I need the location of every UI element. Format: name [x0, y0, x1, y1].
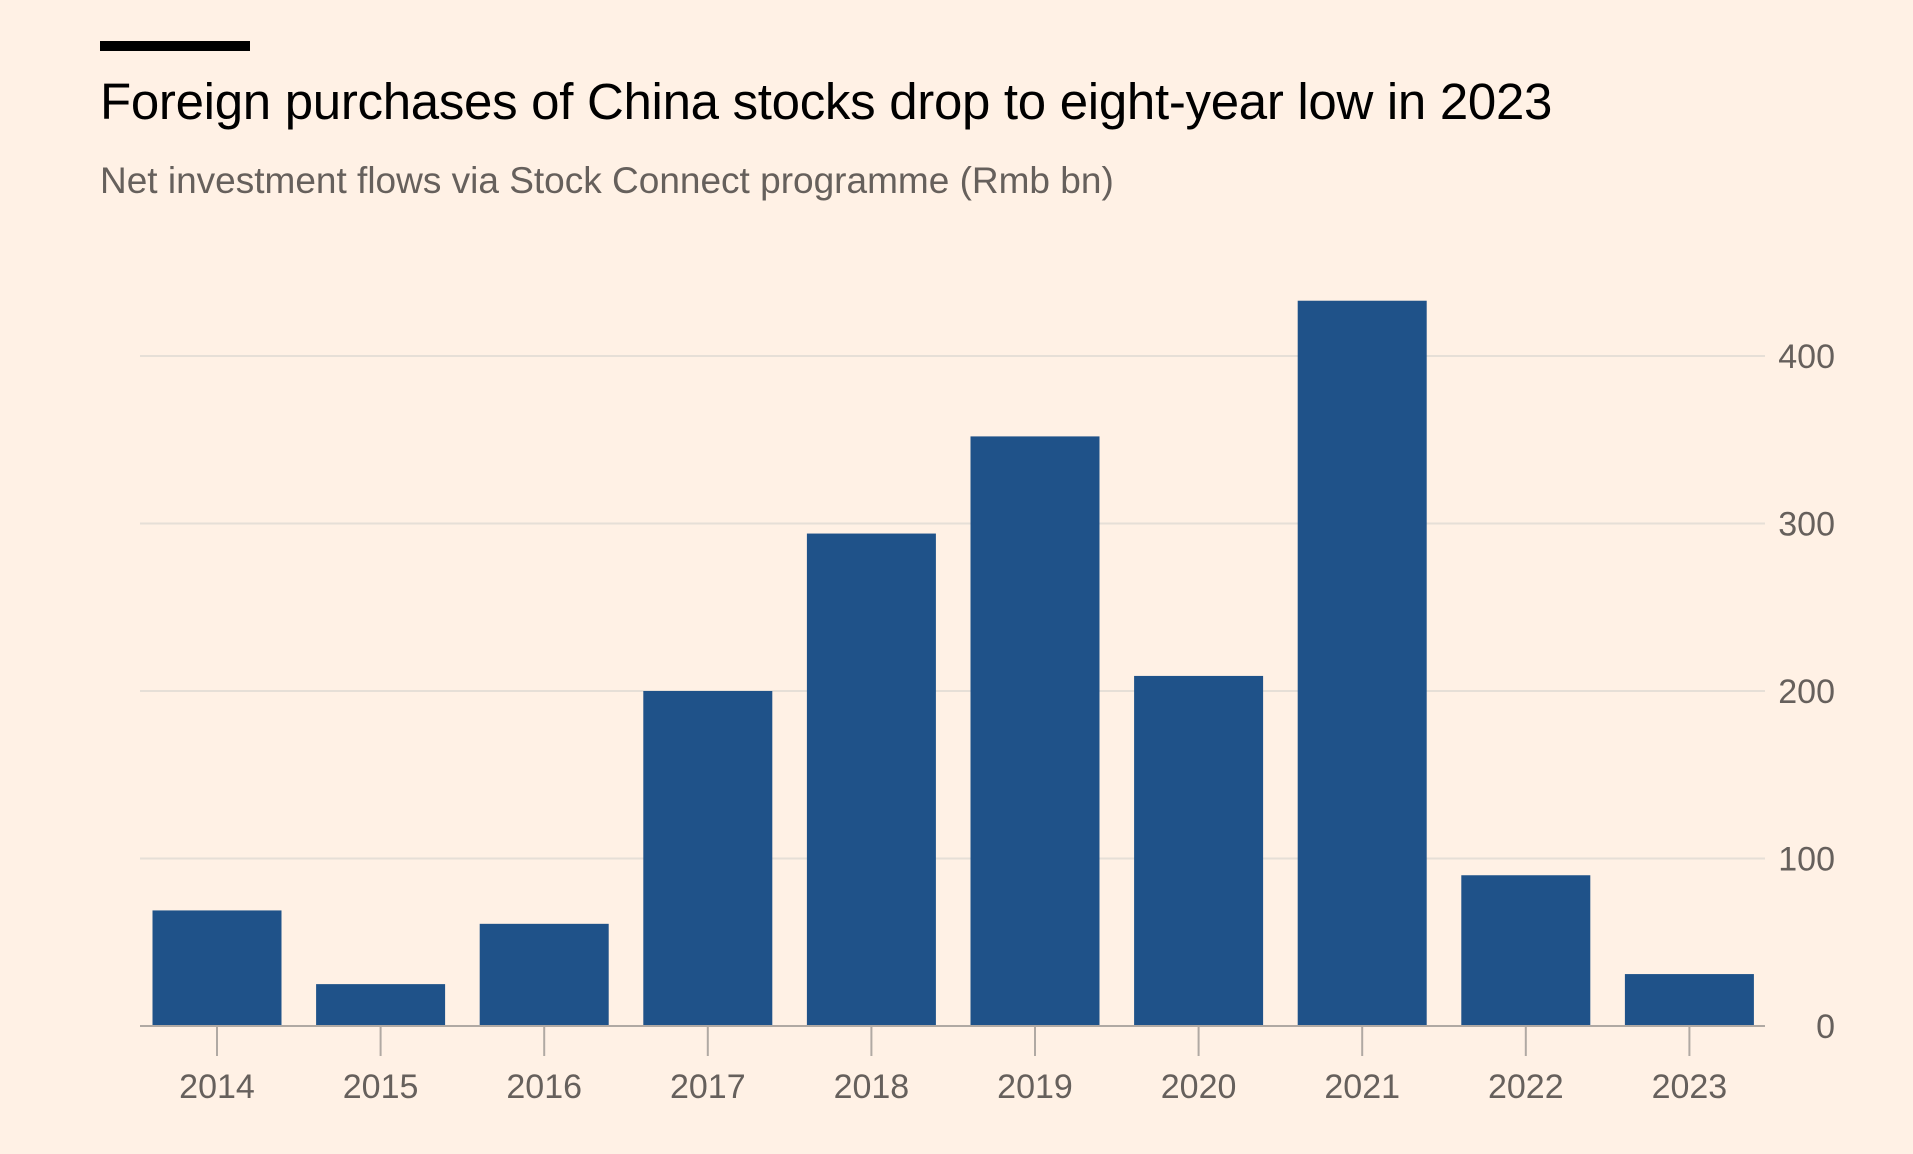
x-tick-label-2017: 2017 — [670, 1068, 746, 1106]
y-tick-label-0: 0 — [1816, 1008, 1835, 1046]
x-tick-label-2023: 2023 — [1652, 1068, 1728, 1106]
x-tick-label-2020: 2020 — [1161, 1068, 1237, 1106]
y-tick-label-200: 200 — [1778, 673, 1835, 711]
x-tick-label-2022: 2022 — [1488, 1068, 1564, 1106]
x-tick-label-2014: 2014 — [179, 1068, 255, 1106]
x-tick-label-2021: 2021 — [1324, 1068, 1400, 1106]
bar-2014 — [152, 910, 282, 1026]
y-tick-label-400: 400 — [1778, 338, 1835, 376]
bar-2021 — [1297, 300, 1427, 1027]
x-tick-label-2018: 2018 — [834, 1068, 910, 1106]
title-rule — [100, 41, 250, 51]
bar-2022 — [1461, 875, 1591, 1026]
x-tick-label-2015: 2015 — [343, 1068, 419, 1106]
bar-2020 — [1134, 675, 1264, 1026]
x-tick-label-2019: 2019 — [997, 1068, 1073, 1106]
chart-subtitle: Net investment flows via Stock Connect p… — [100, 160, 1114, 201]
y-tick-label-300: 300 — [1778, 506, 1835, 544]
bar-2016 — [479, 923, 609, 1026]
y-tick-label-100: 100 — [1778, 841, 1835, 879]
bar-2023 — [1624, 974, 1754, 1026]
x-tick-label-2016: 2016 — [506, 1068, 582, 1106]
bar-2017 — [643, 691, 773, 1026]
bar-2015 — [316, 984, 446, 1026]
bar-2018 — [806, 533, 936, 1026]
chart-title: Foreign purchases of China stocks drop t… — [100, 73, 1553, 130]
bar-2019 — [970, 436, 1100, 1026]
